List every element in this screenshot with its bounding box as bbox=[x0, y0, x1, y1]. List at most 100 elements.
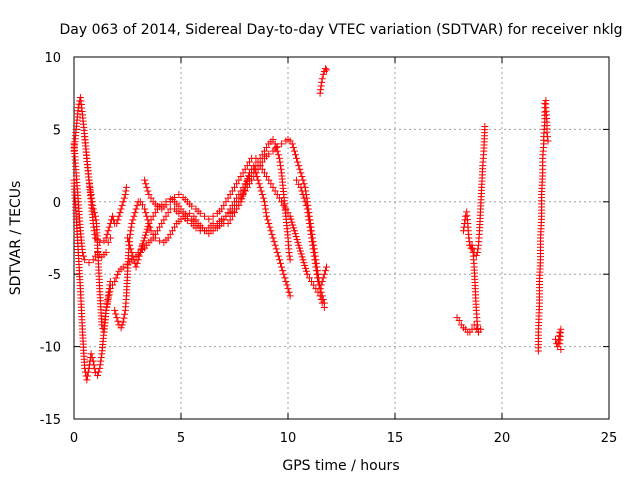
data-point bbox=[311, 259, 319, 267]
data-point bbox=[272, 144, 280, 151]
data-point bbox=[119, 198, 127, 206]
data-point bbox=[220, 201, 228, 209]
data-point bbox=[85, 259, 93, 267]
data-point bbox=[120, 314, 128, 322]
data-point bbox=[474, 328, 482, 336]
data-point bbox=[241, 187, 249, 195]
data-point bbox=[115, 212, 123, 220]
data-point bbox=[274, 252, 282, 260]
data-point bbox=[164, 209, 172, 217]
data-point bbox=[286, 212, 294, 220]
data-point bbox=[281, 274, 289, 282]
data-point bbox=[243, 162, 251, 170]
data-point bbox=[103, 303, 111, 311]
data-point bbox=[290, 227, 298, 235]
data-point bbox=[224, 220, 232, 228]
data-point bbox=[160, 216, 168, 224]
data-point bbox=[309, 241, 317, 249]
data-point bbox=[147, 194, 155, 202]
data-point bbox=[472, 251, 480, 259]
data-point bbox=[299, 256, 307, 264]
data-point bbox=[288, 140, 296, 148]
data-point bbox=[235, 176, 243, 184]
data-point bbox=[268, 230, 276, 238]
data-point bbox=[132, 263, 140, 271]
data-point bbox=[285, 248, 293, 256]
data-point bbox=[297, 169, 305, 177]
data-point bbox=[122, 183, 130, 191]
data-point bbox=[83, 376, 91, 384]
data-point bbox=[269, 234, 277, 242]
data-point bbox=[257, 187, 265, 195]
data-point bbox=[238, 195, 246, 203]
data-point bbox=[86, 183, 94, 191]
x-tick-label: 10 bbox=[280, 431, 297, 446]
data-point bbox=[162, 212, 170, 220]
data-point bbox=[280, 270, 288, 278]
data-point bbox=[299, 176, 307, 184]
data-point bbox=[226, 216, 234, 224]
data-point bbox=[320, 270, 328, 278]
data-point bbox=[260, 169, 268, 177]
data-point bbox=[301, 198, 309, 206]
data-point bbox=[124, 234, 131, 242]
y-tick-label: 10 bbox=[44, 51, 61, 66]
data-point bbox=[254, 176, 262, 184]
data-point bbox=[473, 248, 481, 256]
data-point bbox=[317, 86, 325, 94]
data-point bbox=[87, 350, 95, 358]
x-tick-label: 20 bbox=[494, 431, 511, 446]
data-point bbox=[250, 172, 258, 180]
data-point bbox=[109, 281, 117, 289]
data-point bbox=[248, 176, 256, 184]
data-point bbox=[284, 209, 292, 217]
data-point bbox=[89, 201, 97, 209]
data-point bbox=[455, 317, 463, 325]
data-point bbox=[300, 259, 308, 267]
data-point bbox=[88, 194, 96, 202]
data-point bbox=[116, 209, 124, 217]
data-point bbox=[245, 180, 253, 188]
data-point bbox=[308, 234, 316, 242]
data-point bbox=[274, 151, 282, 159]
data-point bbox=[267, 227, 275, 235]
data-point bbox=[278, 198, 286, 206]
data-point bbox=[280, 201, 288, 209]
data-point bbox=[106, 285, 114, 293]
data-point bbox=[156, 237, 164, 245]
data-point bbox=[255, 180, 263, 188]
x-tick-label: 0 bbox=[70, 431, 78, 446]
data-point bbox=[168, 227, 176, 235]
data-point bbox=[117, 324, 125, 332]
x-tick-label: 5 bbox=[177, 431, 185, 446]
data-point bbox=[256, 162, 264, 170]
data-point bbox=[270, 238, 278, 246]
data-point bbox=[265, 220, 273, 228]
data-point bbox=[290, 224, 298, 232]
data-point bbox=[88, 198, 96, 206]
data-point bbox=[112, 310, 120, 318]
data-point bbox=[171, 193, 179, 201]
data-point bbox=[102, 234, 110, 242]
data-point bbox=[128, 248, 136, 256]
data-point bbox=[296, 247, 304, 255]
data-point bbox=[132, 205, 140, 213]
data-point bbox=[114, 216, 122, 224]
data-point bbox=[119, 263, 127, 271]
data-point bbox=[105, 294, 113, 302]
data-point bbox=[258, 191, 266, 199]
data-point bbox=[81, 256, 89, 264]
data-point bbox=[122, 187, 130, 195]
data-point bbox=[555, 332, 563, 340]
data-point bbox=[317, 281, 325, 289]
data-point bbox=[156, 223, 164, 231]
data-point bbox=[254, 158, 262, 166]
data-point bbox=[129, 216, 137, 224]
data-point bbox=[142, 180, 150, 188]
data-point bbox=[129, 252, 137, 260]
data-point bbox=[286, 252, 294, 260]
data-point bbox=[138, 201, 146, 209]
data-point bbox=[318, 78, 326, 86]
data-point bbox=[555, 335, 563, 343]
data-point bbox=[314, 288, 322, 296]
